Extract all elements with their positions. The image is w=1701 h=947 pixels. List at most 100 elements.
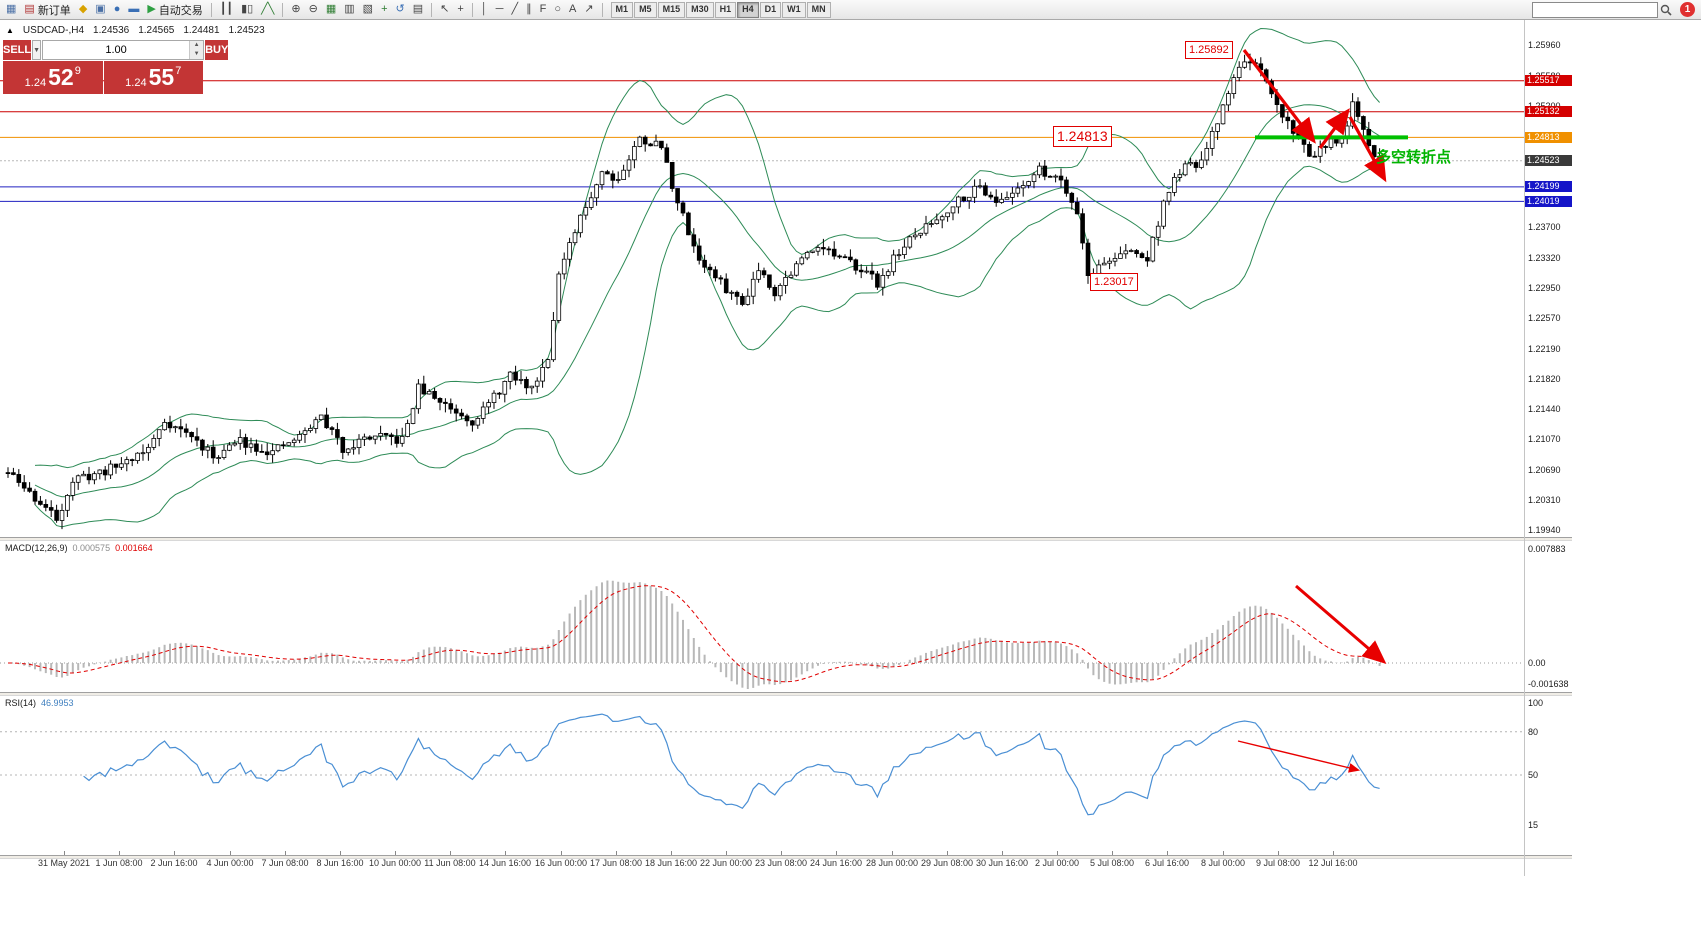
toolbar-templates-button[interactable]: ▤	[409, 0, 427, 19]
price-label-annotation[interactable]: 1.25892	[1185, 41, 1233, 59]
shapes-icon: ○	[554, 3, 561, 15]
toolbar-chart-line-button[interactable]: ╱╲	[257, 0, 278, 19]
price-label-annotation[interactable]: 1.23017	[1090, 273, 1138, 291]
timeframe-h4-button[interactable]: H4	[737, 1, 759, 18]
time-label: 23 Jun 08:00	[754, 858, 808, 868]
time-tick-mark	[947, 851, 948, 855]
toolbar-cursor-button[interactable]: ↖	[436, 0, 453, 19]
toolbar-arrows-tool-button[interactable]: ↗	[580, 0, 597, 19]
oneclick-collapse-icon[interactable]: ▲	[6, 26, 14, 35]
toolbar-auto-arrange-button[interactable]: ▥	[340, 0, 358, 19]
toolbar-tile-windows-button[interactable]: ▦	[322, 0, 340, 19]
equidistant-channel-icon: ∥	[526, 3, 532, 15]
toolbar-shapes-button[interactable]: ○	[550, 0, 565, 19]
toolbar-new-order-button[interactable]: ▤ 新订单	[20, 0, 74, 19]
time-tick-mark	[340, 851, 341, 855]
macd-canvas[interactable]	[0, 540, 1572, 697]
auto-arrange-icon: ▥	[344, 3, 355, 15]
navigator-icon: ●	[113, 3, 121, 15]
timeframe-h1-button[interactable]: H1	[714, 1, 737, 18]
toolbar-text-tool-button[interactable]: A	[565, 0, 580, 19]
timeframe-mn-button[interactable]: MN	[806, 1, 831, 18]
trend-arrow[interactable]	[1348, 116, 1387, 183]
timeframe-m5-button[interactable]: M5	[634, 1, 657, 18]
sell-price-button[interactable]: 1.24 52 9	[3, 61, 103, 94]
search-icon[interactable]	[1658, 2, 1674, 18]
timeframe-m15-button[interactable]: M15	[657, 1, 686, 18]
buy-price-big: 55	[148, 64, 175, 90]
toolbar-new-chart-plus-button[interactable]: +	[377, 0, 391, 19]
timeframe-m1-button[interactable]: M1	[610, 1, 634, 18]
buy-price-prefix: 1.24	[125, 77, 147, 89]
rsi-line	[83, 713, 1380, 816]
chinese-note-annotation[interactable]: 多空转折点	[1376, 149, 1452, 166]
time-label: 11 Jun 08:00	[424, 858, 476, 868]
rsi-canvas[interactable]	[0, 695, 1572, 860]
panel-separator-rsi[interactable]	[0, 692, 1572, 696]
time-label: 18 Jun 16:00	[644, 858, 698, 868]
timeframe-w1-button[interactable]: W1	[782, 1, 806, 18]
rsi-name: RSI(14)	[5, 698, 37, 708]
time-tick-mark	[1057, 851, 1058, 855]
time-label: 8 Jul 00:00	[1200, 858, 1246, 868]
macd-axis-label: 0.007883	[1528, 544, 1566, 554]
toolbar-cascade-windows-button[interactable]: ▧	[359, 0, 377, 19]
panel-separator-macd[interactable]	[0, 537, 1572, 541]
rsi-svg[interactable]	[0, 695, 1572, 855]
buy-button[interactable]: BUY	[205, 40, 229, 60]
volume-up-button[interactable]: ▲	[190, 41, 204, 50]
timeframe-d1-button[interactable]: D1	[759, 1, 782, 18]
symbol-info-bar: ▲ USDCAD-,H4 1.24536 1.24565 1.24481 1.2…	[6, 25, 265, 36]
toolbar-vertical-line-button[interactable]: │	[477, 0, 492, 19]
rsi-axis-label: 80	[1528, 727, 1539, 737]
bollinger-lower-band[interactable]	[34, 165, 1380, 528]
macd-svg[interactable]	[0, 540, 1572, 692]
main-chart-canvas[interactable]	[0, 20, 1572, 542]
volume-down-button[interactable]: ▼	[190, 50, 204, 59]
trend-arrow[interactable]	[1237, 740, 1361, 773]
toolbar-crosshair-button[interactable]: +	[453, 0, 467, 19]
toolbar-chart-bars-button[interactable]: ┃┃	[216, 0, 237, 19]
toolbar-navigator-button[interactable]: ●	[110, 0, 125, 19]
time-tick-mark	[1333, 851, 1334, 855]
price-tick: 1.21440	[1528, 404, 1561, 414]
main-toolbar: ▦ ▤ 新订单 ◆ ▣ ● ▬ ▶ 自动交易 ┃┃ ▮▯ ╱╲ ⊕ ⊖ ▦ ▥ ▧ + ↺ ▤ ↖ + │ ─ ╱ ∥ F ○ A ↗ M…	[0, 0, 1701, 20]
toolbar-data-window-button[interactable]: ▣	[91, 0, 109, 19]
trend-arrow[interactable]	[1295, 584, 1387, 664]
autotrading-label: 自动交易	[158, 4, 203, 17]
toolbar-zoom-in-button[interactable]: ⊕	[287, 0, 304, 19]
trend-arrow[interactable]	[1318, 108, 1350, 149]
new-chart-icon: ▦	[6, 3, 17, 15]
buy-price-button[interactable]: 1.24 55 7	[103, 61, 203, 94]
toolbar-chart-candles-button[interactable]: ▮▯	[237, 0, 257, 19]
toolbar-period-cycle-button[interactable]: ↺	[392, 0, 409, 19]
timeframe-m30-button[interactable]: M30	[686, 1, 714, 18]
bollinger-upper-band[interactable]	[34, 27, 1380, 469]
notification-badge[interactable]: 1	[1680, 2, 1695, 17]
bollinger-middle-band[interactable]	[34, 104, 1380, 498]
toolbar-trendline-button[interactable]: ╱	[507, 0, 522, 19]
trendline-icon: ╱	[511, 3, 519, 15]
tile-windows-icon: ▦	[325, 3, 337, 15]
toolbar-equidistant-channel-button[interactable]: ∥	[522, 0, 536, 19]
toolbar-horizontal-line-button[interactable]: ─	[492, 0, 508, 19]
toolbar-market-watch-button[interactable]: ◆	[75, 0, 91, 19]
price-label-annotation[interactable]: 1.24813	[1053, 126, 1112, 147]
price-tag: 1.25132	[1525, 106, 1572, 117]
price-tick: 1.22570	[1528, 313, 1561, 323]
trend-arrow[interactable]	[1242, 49, 1316, 144]
toolbar-autotrading-button[interactable]: ▶ 自动交易	[143, 0, 206, 19]
volume-input[interactable]	[43, 41, 190, 59]
toolbar-fibonacci-button[interactable]: F	[536, 0, 551, 19]
toolbar-new-chart-button[interactable]: ▦	[2, 0, 20, 19]
main-chart-svg[interactable]	[0, 20, 1572, 537]
search-input[interactable]	[1532, 1, 1658, 18]
toolbar-terminal-button[interactable]: ▬	[124, 0, 143, 19]
sell-button[interactable]: SELL	[3, 40, 32, 60]
time-axis-separator	[0, 855, 1572, 859]
text-tool-icon: A	[568, 3, 577, 15]
volume-dropdown[interactable]: ▼	[32, 40, 42, 60]
toolbar-zoom-out-button[interactable]: ⊖	[305, 0, 322, 19]
time-tick-mark	[836, 851, 837, 855]
sell-price-big: 52	[48, 64, 74, 90]
